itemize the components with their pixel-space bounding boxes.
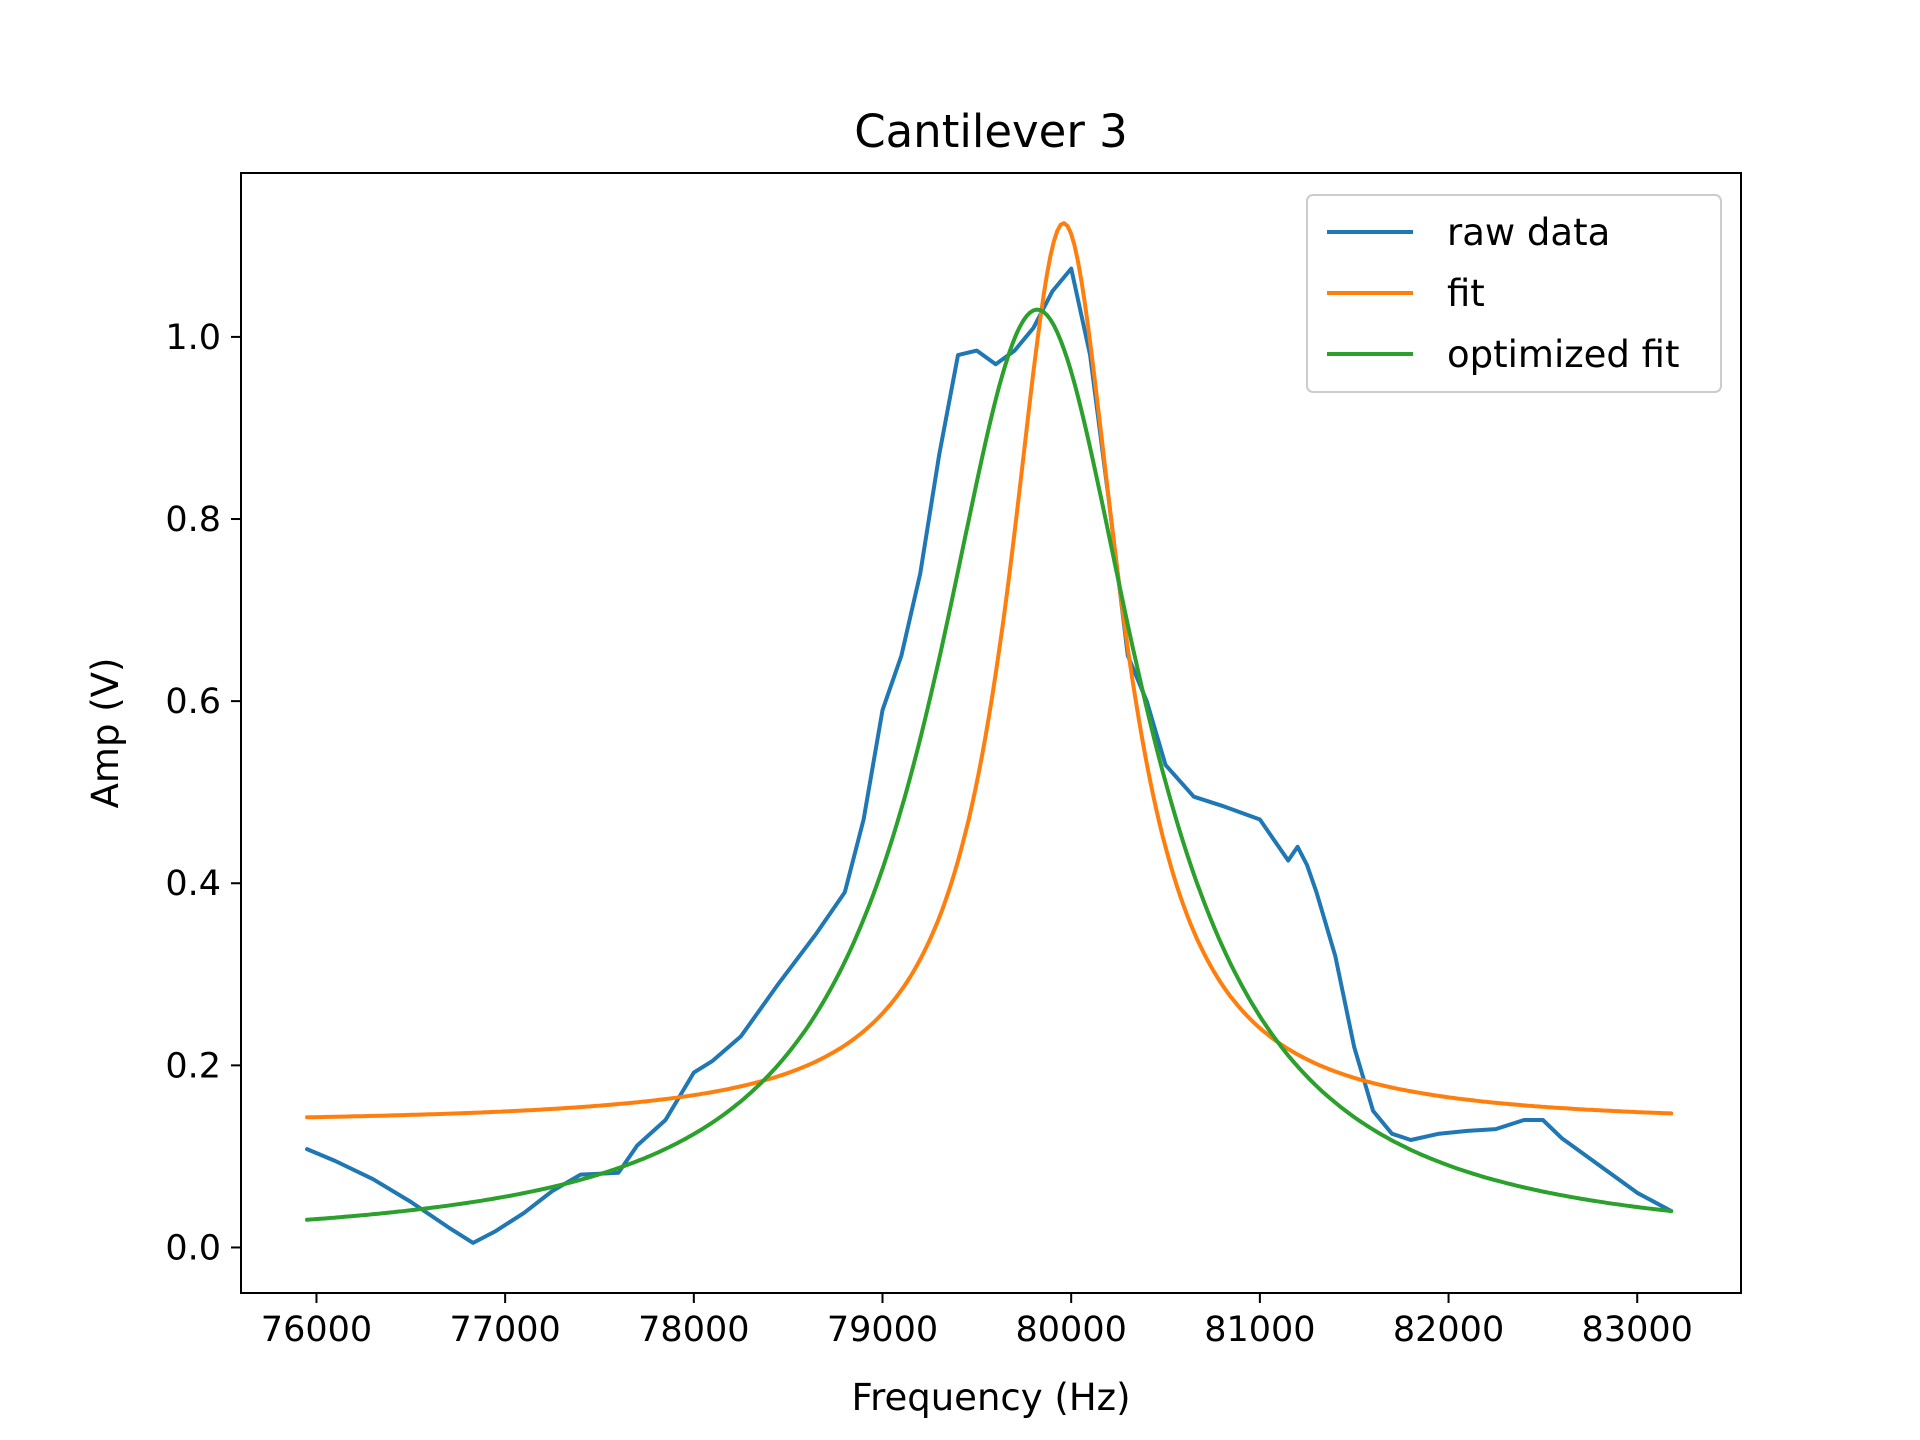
y-tick-label: 0.0 (165, 1228, 221, 1268)
x-tick-label: 76000 (261, 1310, 372, 1350)
series-group (305, 221, 1674, 1245)
x-axis-ticks: 76000 77000 78000 79000 80000 81000 82000 83000 (261, 1293, 1693, 1350)
series-line-optimized-fit-line (305, 307, 1674, 1222)
legend: raw data fit optimized fit (1306, 194, 1722, 393)
legend-entries: raw data fit optimized fit (1327, 211, 1679, 376)
y-tick-label: 0.2 (165, 1046, 221, 1086)
plot-area (240, 172, 1742, 1294)
series-line-fit-line (305, 221, 1674, 1120)
legend-label: fit (1447, 272, 1485, 315)
y-axis-label: Amp (V) (84, 658, 127, 809)
x-tick-label: 77000 (449, 1310, 560, 1350)
x-tick-label: 81000 (1204, 1310, 1315, 1350)
x-tick-label: 78000 (638, 1310, 749, 1350)
x-axis-label: Frequency (Hz) (851, 1376, 1130, 1419)
y-axis-ticks: 0.0 0.2 0.4 0.6 0.8 1.0 (165, 318, 241, 1268)
y-tick-label: 0.4 (165, 864, 221, 904)
x-tick-label: 79000 (827, 1310, 938, 1350)
legend-label: optimized fit (1447, 333, 1679, 376)
y-tick-label: 1.0 (165, 318, 221, 358)
y-tick-label: 0.8 (165, 500, 221, 540)
plot-frame (240, 172, 1742, 1294)
chart-title: Cantilever 3 (854, 105, 1128, 158)
legend-box (1306, 194, 1722, 393)
series-line-raw-data-line (305, 266, 1674, 1245)
x-tick-label: 80000 (1016, 1310, 1127, 1350)
x-tick-label: 82000 (1393, 1310, 1504, 1350)
y-tick-label: 0.6 (165, 682, 221, 722)
legend-label: raw data (1447, 211, 1610, 254)
x-tick-label: 83000 (1582, 1310, 1693, 1350)
